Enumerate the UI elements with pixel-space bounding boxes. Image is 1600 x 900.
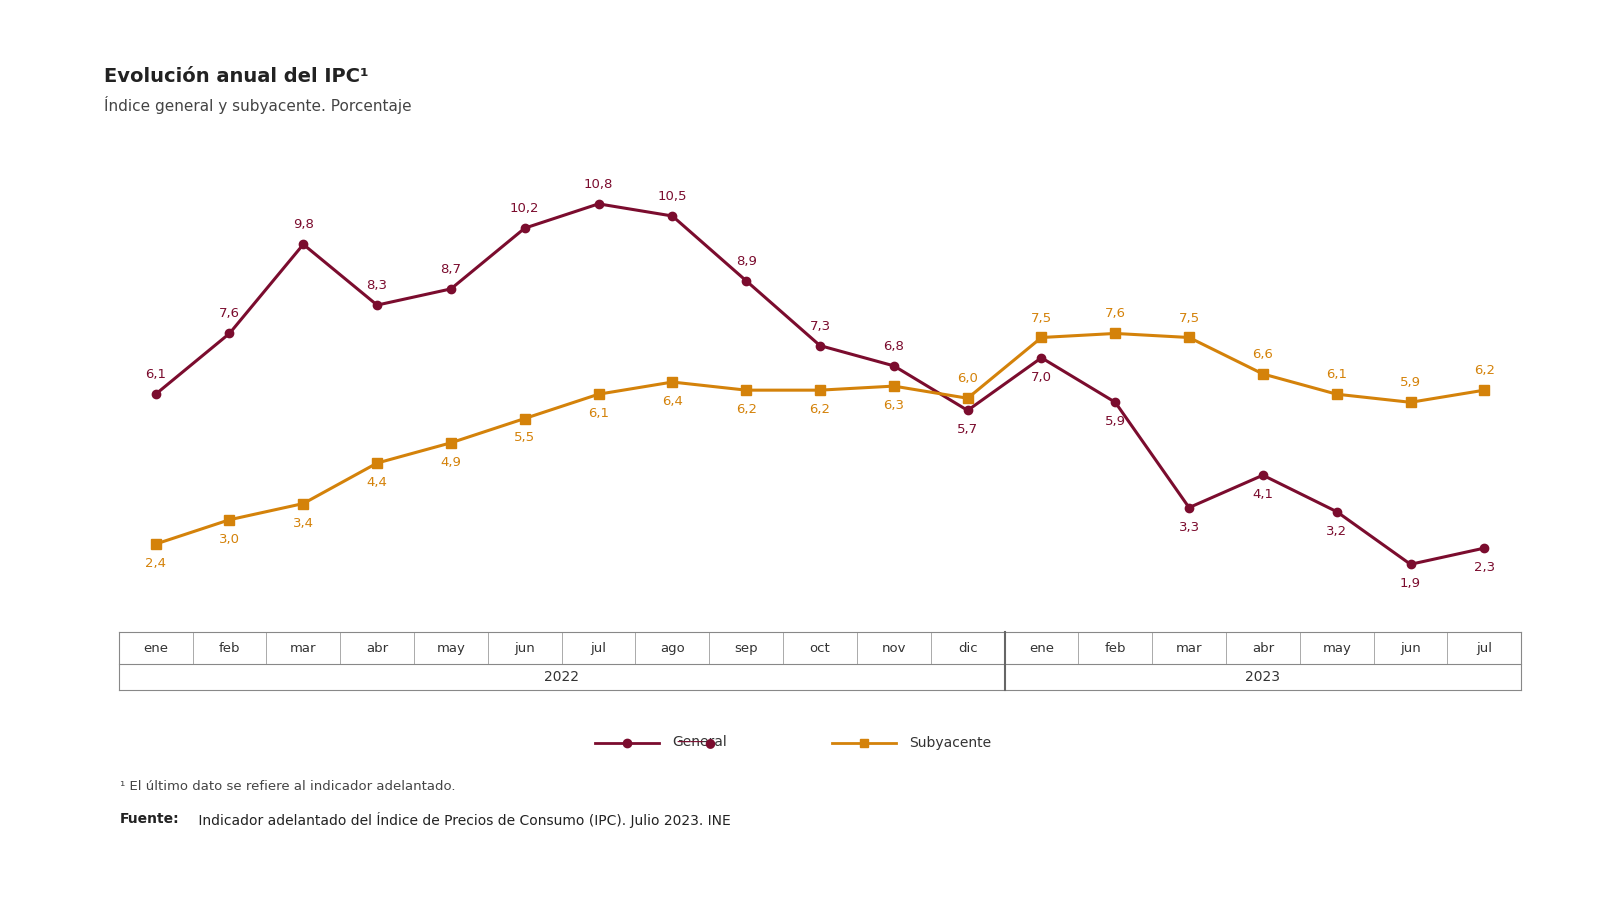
Text: ene: ene — [1029, 642, 1054, 654]
Text: Notas de prensa: Notas de prensa — [35, 847, 317, 877]
Text: sep: sep — [734, 642, 758, 654]
Text: Indicador adelantado del Índice de Precios de Consumo (IPC). Julio 2023. INE: Indicador adelantado del Índice de Preci… — [194, 812, 730, 828]
Text: 2022: 2022 — [544, 670, 579, 684]
Text: 4,9: 4,9 — [440, 455, 461, 469]
Text: 2023: 2023 — [1245, 670, 1280, 684]
Text: 7,6: 7,6 — [1104, 308, 1126, 320]
Text: 6,4: 6,4 — [662, 395, 683, 408]
Text: 4,1: 4,1 — [1253, 488, 1274, 501]
Text: 6,6: 6,6 — [1253, 348, 1274, 361]
Text: 6,1: 6,1 — [1326, 368, 1347, 382]
Text: may: may — [1322, 642, 1350, 654]
Text: jul: jul — [1477, 642, 1493, 654]
Text: abr: abr — [1251, 642, 1274, 654]
Text: ●: ● — [704, 736, 715, 749]
Text: mar: mar — [290, 642, 317, 654]
Text: jul: jul — [590, 642, 606, 654]
Text: General: General — [672, 735, 726, 750]
Text: mar: mar — [1176, 642, 1202, 654]
Text: Fuente:: Fuente: — [120, 812, 179, 826]
Text: 7,3: 7,3 — [810, 320, 830, 333]
Text: 4,4: 4,4 — [366, 476, 387, 489]
Text: 3,3: 3,3 — [1179, 520, 1200, 534]
Text: dic: dic — [958, 642, 978, 654]
Text: Índice general y subyacente. Porcentaje: Índice general y subyacente. Porcentaje — [104, 96, 411, 114]
Text: 6,1: 6,1 — [589, 407, 610, 420]
Text: 7,0: 7,0 — [1030, 371, 1051, 383]
Text: ago: ago — [659, 642, 685, 654]
Text: 6,3: 6,3 — [883, 399, 904, 412]
Text: feb: feb — [1104, 642, 1126, 654]
Text: 5,5: 5,5 — [514, 431, 536, 445]
Text: Evolución anual del IPC¹: Evolución anual del IPC¹ — [104, 68, 368, 86]
Text: 10,5: 10,5 — [658, 190, 686, 203]
Text: may: may — [437, 642, 466, 654]
Text: jun: jun — [1400, 642, 1421, 654]
Text: 5,9: 5,9 — [1400, 376, 1421, 390]
Text: 10,2: 10,2 — [510, 202, 539, 215]
Text: 9,8: 9,8 — [293, 219, 314, 231]
Text: 3,4: 3,4 — [293, 517, 314, 529]
Text: 7,6: 7,6 — [219, 308, 240, 320]
Text: Subyacente: Subyacente — [909, 735, 990, 750]
Text: oct: oct — [810, 642, 830, 654]
Text: nov: nov — [882, 642, 906, 654]
Text: 7,5: 7,5 — [1179, 311, 1200, 325]
Text: 8,9: 8,9 — [736, 255, 757, 268]
Text: 6,8: 6,8 — [883, 340, 904, 353]
Text: IN: IN — [1486, 842, 1533, 879]
Text: 6,2: 6,2 — [810, 403, 830, 416]
Text: abr: abr — [366, 642, 389, 654]
Text: 5,7: 5,7 — [957, 423, 978, 436]
Text: 1,9: 1,9 — [1400, 577, 1421, 590]
Text: 8,3: 8,3 — [366, 279, 387, 292]
Text: e: e — [1539, 842, 1565, 879]
Text: 6,0: 6,0 — [957, 373, 978, 385]
Text: 5,9: 5,9 — [1104, 415, 1126, 428]
Text: 6,2: 6,2 — [1474, 364, 1494, 377]
Text: ¹ El último dato se refiere al indicador adelantado.: ¹ El último dato se refiere al indicador… — [120, 780, 456, 793]
Text: ene: ene — [142, 642, 168, 654]
Text: 2,3: 2,3 — [1474, 561, 1494, 574]
Text: 3,2: 3,2 — [1326, 525, 1347, 537]
Text: jun: jun — [514, 642, 534, 654]
Text: 6,1: 6,1 — [146, 368, 166, 382]
Text: 7,5: 7,5 — [1030, 311, 1053, 325]
Text: 3,0: 3,0 — [219, 533, 240, 545]
Text: 6,2: 6,2 — [736, 403, 757, 416]
Text: feb: feb — [219, 642, 240, 654]
Text: 2,4: 2,4 — [146, 557, 166, 570]
Text: 8,7: 8,7 — [440, 263, 461, 276]
Text: ——: —— — [677, 735, 704, 750]
Text: 10,8: 10,8 — [584, 178, 613, 191]
